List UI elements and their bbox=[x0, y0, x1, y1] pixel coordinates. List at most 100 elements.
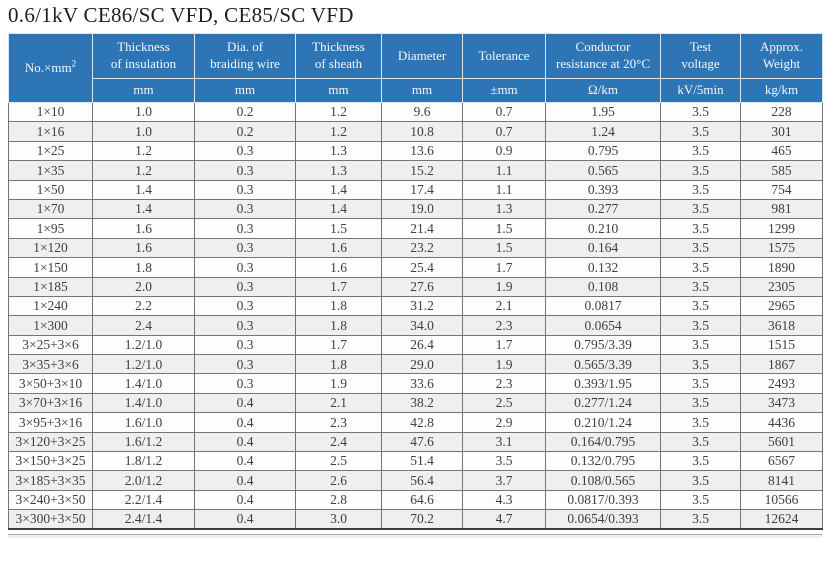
cell-approx_weight: 2493 bbox=[740, 373, 823, 394]
cell-conductor_resistance: 0.210 bbox=[545, 218, 661, 239]
table-row: 3×35+3×6 1.2/1.0 0.3 1.8 29.0 1.9 0.565/3.39 3.… bbox=[8, 354, 823, 375]
cell-tolerance: 1.3 bbox=[462, 198, 546, 220]
cell-test_voltage: 3.5 bbox=[660, 354, 741, 375]
cell-tolerance: 2.5 bbox=[462, 392, 546, 414]
table-row: 1×150 1.8 0.3 1.6 25.4 1.7 0.132 3.5 1890 bbox=[8, 257, 823, 278]
cell-approx_weight: 1867 bbox=[740, 354, 823, 375]
cell-sheath_thickness: 1.3 bbox=[295, 160, 382, 181]
cell-diameter: 10.8 bbox=[381, 121, 463, 142]
cell-tolerance: 0.7 bbox=[462, 101, 546, 123]
cell-braiding_wire_dia: 0.3 bbox=[194, 295, 296, 317]
cell-diameter: 17.4 bbox=[381, 179, 463, 200]
cell-sheath_thickness: 1.9 bbox=[295, 373, 382, 394]
cell-conductor_resistance: 0.0817/0.393 bbox=[545, 489, 661, 511]
cell-approx_weight: 1299 bbox=[740, 218, 823, 239]
cell-size: 3×50+3×10 bbox=[8, 373, 93, 394]
cell-size: 3×120+3×25 bbox=[8, 431, 93, 453]
cell-test_voltage: 3.5 bbox=[660, 257, 741, 278]
cell-tolerance: 1.7 bbox=[462, 334, 546, 356]
cell-test_voltage: 3.5 bbox=[660, 470, 741, 491]
cell-test_voltage: 3.5 bbox=[660, 509, 741, 530]
cell-conductor_resistance: 0.132 bbox=[545, 257, 661, 278]
page-title: 0.6/1kV CE86/SC VFD, CE85/SC VFD bbox=[8, 3, 354, 27]
cell-diameter: 31.2 bbox=[381, 295, 463, 317]
col-header-sheath_thickness: Thickness of sheath bbox=[295, 33, 382, 79]
table-row: 3×25+3×6 1.2/1.0 0.3 1.7 26.4 1.7 0.795/3.39 3.… bbox=[8, 334, 823, 356]
cell-sheath_thickness: 1.8 bbox=[295, 295, 382, 317]
cell-approx_weight: 12624 bbox=[740, 509, 823, 530]
cell-insulation_thickness: 2.2 bbox=[92, 295, 195, 317]
cell-conductor_resistance: 0.795/3.39 bbox=[545, 334, 661, 356]
cell-braiding_wire_dia: 0.3 bbox=[194, 218, 296, 239]
cell-diameter: 47.6 bbox=[381, 431, 463, 453]
cell-diameter: 51.4 bbox=[381, 451, 463, 472]
cell-diameter: 70.2 bbox=[381, 509, 463, 530]
cell-conductor_resistance: 0.108 bbox=[545, 276, 661, 297]
col-unit-braiding_wire_dia: mm bbox=[194, 78, 296, 103]
cell-insulation_thickness: 1.0 bbox=[92, 101, 195, 123]
cell-sheath_thickness: 1.6 bbox=[295, 257, 382, 278]
cell-size: 1×185 bbox=[8, 276, 93, 297]
cell-tolerance: 1.1 bbox=[462, 160, 546, 181]
cell-approx_weight: 2305 bbox=[740, 276, 823, 297]
cell-insulation_thickness: 2.4/1.4 bbox=[92, 509, 195, 530]
cell-test_voltage: 3.5 bbox=[660, 315, 741, 336]
cell-insulation_thickness: 1.2/1.0 bbox=[92, 334, 195, 356]
cell-sheath_thickness: 2.3 bbox=[295, 412, 382, 433]
cell-diameter: 19.0 bbox=[381, 198, 463, 220]
cell-size: 1×300 bbox=[8, 315, 93, 336]
col-unit-tolerance: ±mm bbox=[462, 78, 546, 103]
cell-insulation_thickness: 1.6/1.0 bbox=[92, 412, 195, 433]
col-unit-test_voltage: kV/5min bbox=[660, 78, 741, 103]
table-body: 1×10 1.0 0.2 1.2 9.6 0.7 1.95 3.5 228 1×16 1.0 0.2 1… bbox=[8, 101, 823, 530]
cell-conductor_resistance: 0.565/3.39 bbox=[545, 354, 661, 375]
table-header: No.×mm2 Thickness of insulation Dia. of br… bbox=[8, 33, 823, 103]
cell-size: 1×150 bbox=[8, 257, 93, 278]
cell-diameter: 34.0 bbox=[381, 315, 463, 336]
cell-conductor_resistance: 0.277 bbox=[545, 198, 661, 220]
cell-conductor_resistance: 0.164/0.795 bbox=[545, 431, 661, 453]
cell-braiding_wire_dia: 0.4 bbox=[194, 470, 296, 491]
cell-test_voltage: 3.5 bbox=[660, 451, 741, 472]
col-header-approx_weight: Approx. Weight bbox=[740, 33, 823, 79]
table-row: 3×300+3×50 2.4/1.4 0.4 3.0 70.2 4.7 0.0654/0.3… bbox=[8, 509, 823, 530]
cell-insulation_thickness: 1.0 bbox=[92, 121, 195, 142]
cell-tolerance: 0.7 bbox=[462, 121, 546, 142]
cell-size: 1×50 bbox=[8, 179, 93, 200]
cell-conductor_resistance: 0.210/1.24 bbox=[545, 412, 661, 433]
cell-size: 1×10 bbox=[8, 101, 93, 123]
cell-braiding_wire_dia: 0.3 bbox=[194, 354, 296, 375]
table-row: 1×95 1.6 0.3 1.5 21.4 1.5 0.210 3.5 1299 bbox=[8, 218, 823, 239]
cable-spec-table: No.×mm2 Thickness of insulation Dia. of br… bbox=[8, 33, 823, 531]
cell-insulation_thickness: 1.6 bbox=[92, 218, 195, 239]
col-header-conductor_resistance: Conductor resistance at 20°C bbox=[545, 33, 661, 79]
cell-test_voltage: 3.5 bbox=[660, 198, 741, 220]
cell-sheath_thickness: 1.2 bbox=[295, 121, 382, 142]
cell-sheath_thickness: 1.8 bbox=[295, 354, 382, 375]
header-units-row: mm mm mm mm ±mm Ω/km kV/5min kg/km bbox=[9, 78, 823, 103]
cell-diameter: 29.0 bbox=[381, 354, 463, 375]
cell-tolerance: 3.1 bbox=[462, 431, 546, 453]
cell-insulation_thickness: 1.4/1.0 bbox=[92, 392, 195, 414]
cell-size: 3×150+3×25 bbox=[8, 451, 93, 472]
cell-tolerance: 1.5 bbox=[462, 237, 546, 259]
cell-size: 1×16 bbox=[8, 121, 93, 142]
cell-approx_weight: 1515 bbox=[740, 334, 823, 356]
cell-diameter: 42.8 bbox=[381, 412, 463, 433]
cell-tolerance: 2.3 bbox=[462, 373, 546, 394]
cell-diameter: 33.6 bbox=[381, 373, 463, 394]
cell-braiding_wire_dia: 0.4 bbox=[194, 412, 296, 433]
cell-braiding_wire_dia: 0.3 bbox=[194, 198, 296, 220]
cell-braiding_wire_dia: 0.4 bbox=[194, 392, 296, 414]
col-header-insulation_thickness: Thickness of insulation bbox=[92, 33, 195, 79]
cell-test_voltage: 3.5 bbox=[660, 334, 741, 356]
cell-insulation_thickness: 2.4 bbox=[92, 315, 195, 336]
cell-diameter: 21.4 bbox=[381, 218, 463, 239]
cell-braiding_wire_dia: 0.3 bbox=[194, 179, 296, 200]
cell-braiding_wire_dia: 0.4 bbox=[194, 431, 296, 453]
col-header-size: No.×mm2 bbox=[8, 33, 93, 103]
cell-insulation_thickness: 2.2/1.4 bbox=[92, 489, 195, 511]
table-row: 3×150+3×25 1.8/1.2 0.4 2.5 51.4 3.5 0.132/0.79… bbox=[8, 451, 823, 472]
cell-braiding_wire_dia: 0.3 bbox=[194, 257, 296, 278]
col-unit-conductor_resistance: Ω/km bbox=[545, 78, 661, 103]
